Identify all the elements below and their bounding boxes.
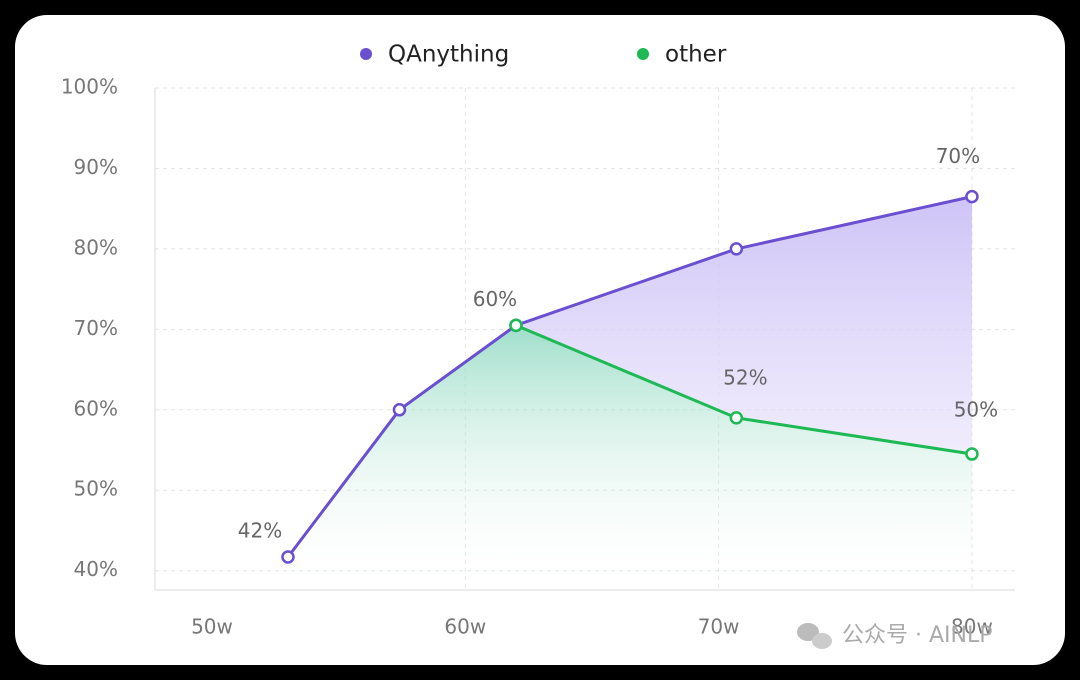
y-tick-label: 70%	[74, 316, 118, 340]
x-tick-label: 70w	[698, 615, 740, 639]
point	[509, 318, 523, 333]
y-tick-label: 60%	[74, 396, 118, 420]
x-tick-label: 60w	[444, 615, 486, 639]
x-tick-label: 80w	[951, 615, 993, 639]
legend-marker	[637, 48, 649, 60]
y-tick-label: 40%	[74, 557, 118, 581]
data-annotation: 60%	[473, 287, 517, 311]
point	[965, 189, 979, 204]
data-annotation: 52%	[723, 365, 767, 389]
watermark-icon	[797, 623, 832, 649]
point	[729, 242, 744, 256]
point	[729, 411, 744, 425]
watermark: 公众号 · AINLP	[842, 623, 993, 648]
data-annotation: 42%	[238, 519, 282, 543]
y-tick-label: 100%	[61, 75, 118, 99]
y-tick-label: 80%	[74, 235, 118, 259]
y-tick-label: 90%	[74, 155, 118, 179]
legend-label: QAnything	[388, 42, 509, 68]
area-fill	[287, 325, 972, 590]
area-between	[515, 196, 972, 455]
y-tick-label: 50%	[74, 477, 118, 501]
point	[392, 403, 407, 417]
point	[281, 550, 295, 564]
data-annotation: 70%	[936, 144, 980, 168]
data-annotation: 50%	[954, 398, 998, 422]
legend-label: other	[665, 42, 727, 68]
point	[965, 447, 979, 461]
x-tick-label: 50w	[191, 615, 233, 639]
legend-marker	[360, 48, 372, 60]
